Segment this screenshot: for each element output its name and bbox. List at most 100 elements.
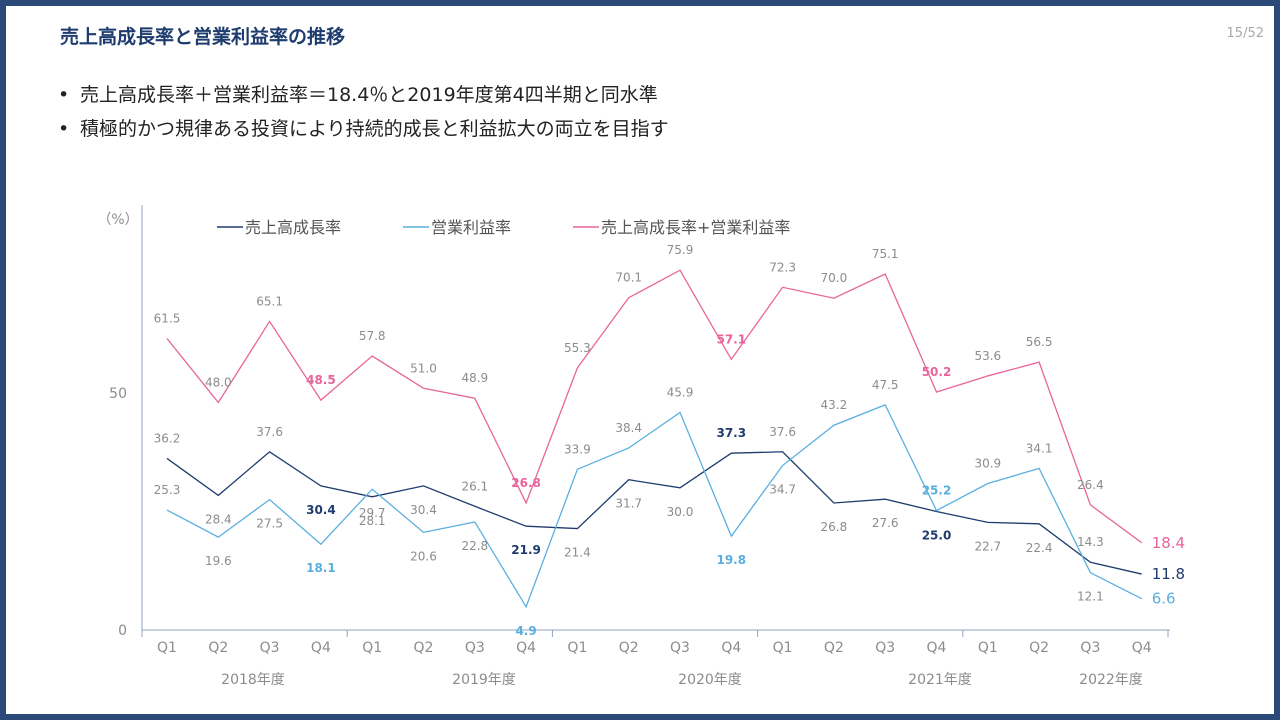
y-tick-label: 50 [109,386,127,402]
year-group-label: 2021年度 [908,672,972,688]
bullet-text: 積極的かつ規律ある投資により持続的成長と利益拡大の両立を目指す [80,118,669,140]
x-tick-label: Q4 [927,640,947,656]
x-tick-label: Q2 [619,640,639,656]
x-tick-label: Q2 [414,640,434,656]
data-label-sum: 70.1 [615,271,642,285]
data-label-sum: 57.1 [716,332,746,346]
data-label-margin: 47.5 [872,378,899,392]
data-label-sum: 26.8 [511,476,541,490]
data-label-sum: 26.4 [1077,478,1104,492]
data-label-growth: 21.9 [511,543,541,557]
data-label-growth: 26.1 [461,479,488,493]
x-tick-label: Q4 [516,640,536,656]
data-label-margin: 18.1 [306,561,336,575]
y-axis-unit: （%） [97,212,138,228]
x-tick-label: Q4 [1132,640,1152,656]
x-tick-label: Q3 [465,640,485,656]
data-label-growth: 37.6 [769,425,796,439]
series-line-sum [166,269,1143,544]
data-label-sum: 65.1 [256,294,283,308]
x-tick-label: Q1 [157,640,177,656]
x-tick-label: Q1 [773,640,793,656]
data-label-margin: 19.8 [716,553,746,567]
data-label-growth: 36.2 [154,431,181,445]
x-tick-label: Q3 [670,640,690,656]
year-group-label: 2022年度 [1079,672,1143,688]
x-tick-label: Q1 [362,640,382,656]
data-label-margin: 25.2 [922,484,952,498]
data-label-growth: 22.4 [1026,541,1053,555]
year-group-label: 2018年度 [221,672,285,688]
data-label-sum: 57.8 [359,329,386,343]
x-tick-label: Q3 [875,640,895,656]
data-label-growth: 21.4 [564,546,591,560]
data-label-growth: 25.0 [922,529,952,543]
data-label-sum: 72.3 [769,260,796,274]
data-label-margin: 25.3 [154,483,181,497]
data-label-sum: 48.0 [205,375,232,389]
x-tick-label: Q4 [311,640,331,656]
bullet-text: 売上高成長率＋営業利益率＝18.4％と2019年度第4四半期と同水準 [80,84,658,106]
data-label-margin: 43.2 [821,398,848,412]
data-label-growth: 37.6 [256,425,283,439]
legend-label: 売上高成長率+営業利益率 [601,218,790,237]
data-label-growth: 28.4 [205,512,232,526]
x-tick-label: Q3 [260,640,280,656]
bullet-dot-icon: • [58,84,70,106]
data-label-sum: 70.0 [821,271,848,285]
bullet-item: • 売上高成長率＋営業利益率＝18.4％と2019年度第4四半期と同水準 [58,78,669,112]
data-label-sum: 50.2 [922,365,952,379]
data-label-margin: 38.4 [615,421,642,435]
bullet-item: • 積極的かつ規律ある投資により持続的成長と利益拡大の両立を目指す [58,112,669,146]
data-label-growth: 31.7 [615,497,642,511]
legend-label: 営業利益率 [431,218,511,237]
data-label-growth: 28.1 [359,514,386,528]
year-group-label: 2020年度 [678,672,742,688]
data-label-margin: 30.9 [974,457,1001,471]
data-label-growth: 11.8 [1152,565,1185,583]
x-tick-label: Q3 [1080,640,1100,656]
data-label-margin: 29.7 [359,506,386,520]
data-label-growth: 30.4 [410,503,437,517]
series-line-growth [166,450,1142,575]
data-label-margin: 6.6 [1152,590,1176,608]
data-label-growth: 30.4 [306,503,336,517]
data-label-margin: 34.7 [769,483,796,497]
data-label-margin: 4.9 [515,624,536,638]
year-group-label: 2019年度 [452,672,516,688]
page-number: 15/52 [1226,26,1264,41]
data-label-growth: 37.3 [716,426,746,440]
legend-label: 売上高成長率 [245,218,341,237]
data-label-sum: 55.3 [564,341,591,355]
x-tick-label: Q4 [721,640,741,656]
data-label-growth: 14.3 [1077,535,1104,549]
data-label-growth: 26.8 [821,520,848,534]
data-label-margin: 19.6 [205,554,232,568]
data-label-margin: 33.9 [564,442,591,456]
data-label-sum: 61.5 [154,311,181,325]
bullet-dot-icon: • [58,118,70,140]
x-tick-label: Q1 [567,640,587,656]
x-tick-label: Q2 [1029,640,1049,656]
data-label-margin: 27.5 [256,517,283,531]
data-label-margin: 34.1 [1026,441,1053,455]
data-label-margin: 45.9 [667,385,694,399]
x-tick-label: Q1 [978,640,998,656]
data-label-sum: 75.1 [872,247,899,261]
data-label-sum: 56.5 [1026,335,1053,349]
bullet-list: • 売上高成長率＋営業利益率＝18.4％と2019年度第4四半期と同水準 • 積極的… [58,78,669,146]
x-tick-label: Q2 [824,640,844,656]
series-line-margin [166,404,1142,609]
data-label-sum: 53.6 [974,349,1001,363]
x-tick-label: Q2 [208,640,228,656]
data-label-sum: 75.9 [667,243,694,257]
data-label-margin: 22.8 [461,539,488,553]
y-tick-label: 0 [118,623,127,639]
data-label-sum: 18.4 [1152,534,1185,552]
data-label-growth: 22.7 [974,539,1001,553]
data-label-sum: 48.9 [461,371,488,385]
slide-title: 売上高成長率と営業利益率の推移 [60,26,346,48]
data-label-margin: 20.6 [410,549,437,563]
